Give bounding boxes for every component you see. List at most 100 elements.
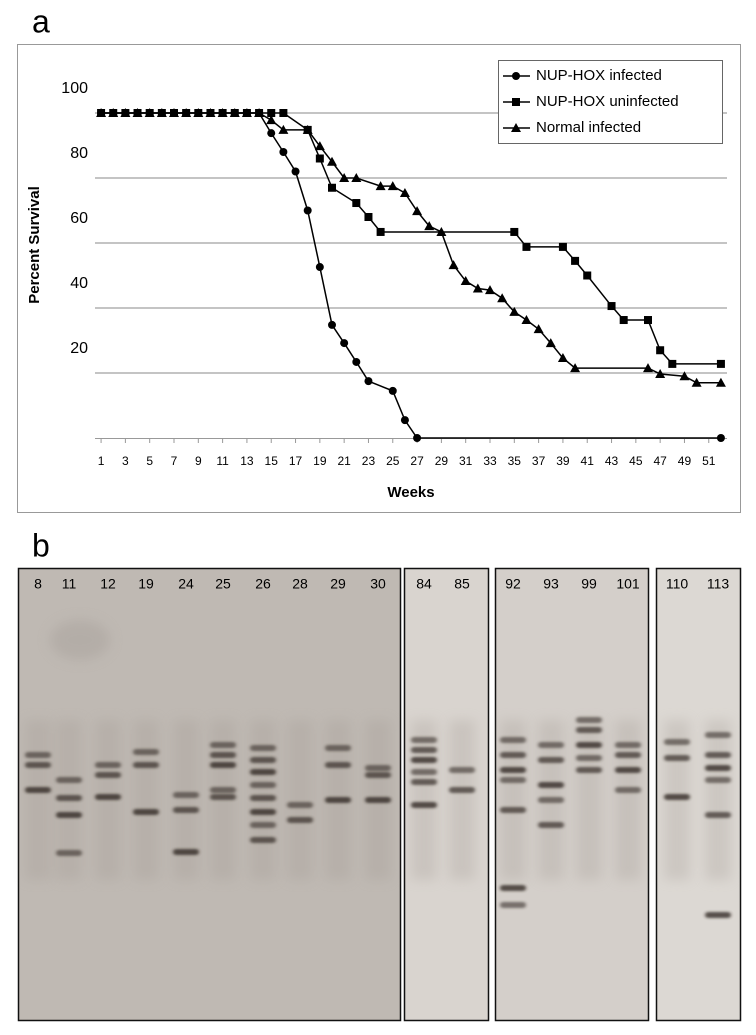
lane-smear [173, 720, 199, 880]
marker [436, 226, 447, 236]
marker [656, 346, 665, 355]
marker [278, 124, 289, 134]
band [411, 757, 437, 763]
lane-smear [25, 720, 51, 880]
x-tick-label: 25 [386, 454, 400, 468]
marker [266, 115, 277, 125]
band [538, 822, 564, 828]
band [365, 797, 391, 803]
lane-smear [133, 720, 159, 880]
marker [388, 386, 397, 395]
band [325, 797, 351, 803]
band [664, 794, 690, 800]
lane-label: 92 [505, 576, 521, 592]
band [325, 745, 351, 751]
marker [679, 371, 690, 381]
band [500, 902, 526, 908]
marker [716, 434, 725, 442]
marker [279, 109, 288, 117]
marker [352, 357, 361, 366]
marker [108, 108, 119, 117]
marker [570, 363, 581, 373]
lane-label: 99 [581, 576, 597, 592]
marker [144, 108, 155, 117]
band [173, 792, 199, 798]
x-tick-label: 7 [171, 454, 178, 468]
marker [291, 167, 300, 176]
band [95, 772, 121, 778]
marker [472, 283, 483, 293]
band [615, 787, 641, 793]
band [500, 737, 526, 743]
marker [510, 227, 519, 236]
band [133, 762, 159, 768]
marker [267, 109, 276, 117]
band [56, 850, 82, 856]
lane-label: 12 [100, 576, 116, 592]
band [500, 767, 526, 773]
band [576, 727, 602, 733]
band [705, 812, 731, 818]
marker [691, 377, 702, 387]
lane-label: 110 [666, 576, 689, 592]
marker [412, 206, 423, 216]
marker [339, 173, 350, 182]
marker [328, 320, 336, 329]
marker [340, 339, 349, 348]
band [538, 757, 564, 763]
marker [716, 359, 725, 368]
marker [315, 154, 324, 163]
lane-label: 101 [616, 576, 640, 592]
x-tick-label: 3 [122, 454, 129, 468]
marker [217, 108, 228, 117]
marker [655, 368, 666, 378]
x-tick-label: 37 [532, 454, 546, 468]
lane-label: 8 [34, 576, 42, 592]
marker [399, 187, 410, 197]
marker [448, 260, 459, 270]
band [615, 752, 641, 758]
marker [315, 263, 324, 272]
band [250, 809, 276, 815]
marker [533, 324, 544, 334]
marker [509, 306, 520, 316]
band [500, 752, 526, 758]
lane-label: 24 [178, 576, 194, 592]
legend-label: NUP-HOX infected [536, 67, 662, 84]
band [95, 794, 121, 800]
x-tick-label: 1 [98, 454, 105, 468]
band [250, 757, 276, 763]
marker [327, 156, 337, 166]
band [56, 812, 82, 818]
marker [205, 108, 216, 117]
band [500, 777, 526, 783]
band [133, 749, 159, 755]
band [325, 762, 351, 768]
marker [376, 227, 385, 236]
panel-label: a [32, 3, 50, 39]
band [576, 742, 602, 748]
y-tick-label: 40 [70, 275, 88, 292]
band [664, 755, 690, 761]
x-tick-label: 47 [653, 454, 667, 468]
y-axis-label: Percent Survival [26, 186, 43, 304]
marker [229, 108, 240, 117]
x-tick-label: 23 [362, 454, 376, 468]
band [449, 767, 475, 773]
x-tick-label: 13 [240, 454, 254, 468]
blot: 8 11 12 19 24 25 26 28 29 30 84 85 92 93 99 101 110 113 [17, 567, 742, 1022]
band [210, 752, 236, 758]
y-tick-label: 80 [70, 145, 88, 162]
marker [364, 213, 373, 221]
marker [511, 123, 521, 132]
marker [96, 108, 107, 117]
lane-smear [705, 720, 731, 880]
band [287, 802, 313, 808]
band [615, 767, 641, 773]
lane-label: 84 [416, 576, 432, 592]
legend-label: NUP-HOX uninfected [536, 93, 679, 110]
x-tick-label: 27 [410, 454, 424, 468]
marker [521, 315, 532, 325]
marker [643, 363, 653, 373]
